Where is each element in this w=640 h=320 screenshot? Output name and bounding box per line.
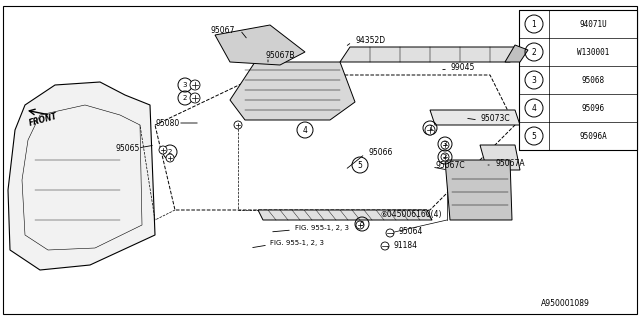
Circle shape xyxy=(441,141,449,149)
Circle shape xyxy=(159,146,167,154)
Text: 95073C: 95073C xyxy=(480,114,509,123)
Polygon shape xyxy=(430,110,520,125)
Text: 3: 3 xyxy=(183,82,188,88)
Circle shape xyxy=(234,121,242,129)
Text: 2: 2 xyxy=(443,154,447,160)
Text: ⑥045006160(4): ⑥045006160(4) xyxy=(380,211,442,220)
Text: 3: 3 xyxy=(443,141,447,147)
Text: 3: 3 xyxy=(532,76,536,84)
Text: 95065: 95065 xyxy=(115,143,140,153)
Circle shape xyxy=(386,229,394,237)
Circle shape xyxy=(190,93,200,103)
Text: 95067C: 95067C xyxy=(435,161,465,170)
Polygon shape xyxy=(480,145,520,170)
Polygon shape xyxy=(215,25,305,65)
Text: 95064: 95064 xyxy=(398,228,422,236)
Text: W130001: W130001 xyxy=(577,47,609,57)
Text: 5: 5 xyxy=(358,161,362,170)
Text: 4: 4 xyxy=(532,103,536,113)
Circle shape xyxy=(356,221,364,229)
Text: 95096A: 95096A xyxy=(579,132,607,140)
Text: FIG. 955-1, 2, 3: FIG. 955-1, 2, 3 xyxy=(270,240,324,246)
Text: 95067A: 95067A xyxy=(495,158,525,167)
Polygon shape xyxy=(258,210,432,220)
Text: FRONT: FRONT xyxy=(28,112,59,128)
Polygon shape xyxy=(340,47,520,62)
Text: 5: 5 xyxy=(532,132,536,140)
Circle shape xyxy=(441,153,449,161)
Text: 5: 5 xyxy=(360,221,364,227)
Polygon shape xyxy=(445,160,512,220)
Text: 2: 2 xyxy=(183,95,187,101)
Text: 95067: 95067 xyxy=(210,26,234,35)
Text: 95096: 95096 xyxy=(581,103,605,113)
Text: 95068: 95068 xyxy=(581,76,605,84)
Bar xyxy=(519,10,637,150)
Polygon shape xyxy=(505,45,528,62)
Text: 99045: 99045 xyxy=(450,62,474,71)
Text: 94352D: 94352D xyxy=(355,36,385,44)
Circle shape xyxy=(425,125,435,135)
Circle shape xyxy=(381,242,389,250)
Text: 91184: 91184 xyxy=(393,242,417,251)
Polygon shape xyxy=(230,62,355,120)
Text: FIG. 955-1, 2, 3: FIG. 955-1, 2, 3 xyxy=(295,225,349,231)
Text: A950001089: A950001089 xyxy=(541,299,589,308)
Text: 95066: 95066 xyxy=(368,148,392,156)
Polygon shape xyxy=(8,82,155,270)
Circle shape xyxy=(166,154,174,162)
Text: 2: 2 xyxy=(168,149,172,155)
Text: 95080: 95080 xyxy=(155,118,179,127)
Text: 4: 4 xyxy=(303,125,307,134)
Circle shape xyxy=(190,80,200,90)
Text: 1: 1 xyxy=(428,125,432,131)
Text: 2: 2 xyxy=(532,47,536,57)
Text: 1: 1 xyxy=(532,20,536,28)
Text: 95067B: 95067B xyxy=(265,51,294,60)
Text: 94071U: 94071U xyxy=(579,20,607,28)
